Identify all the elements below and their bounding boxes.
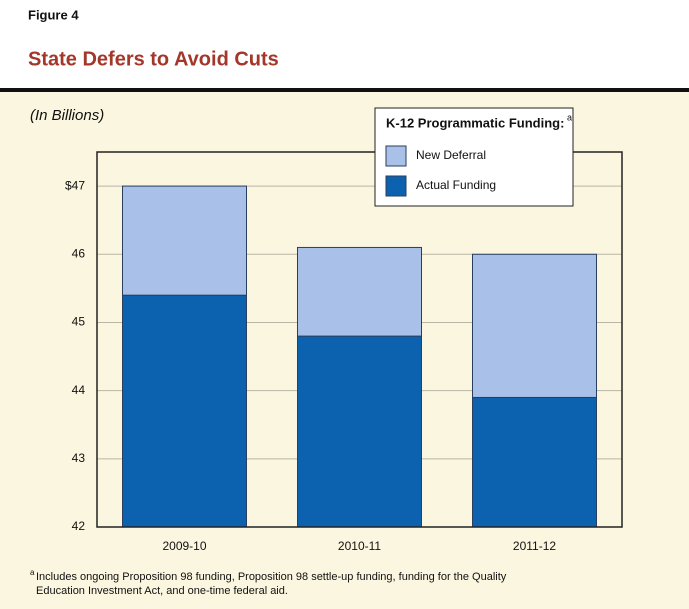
bar-segment (297, 246, 422, 337)
bar-segment (472, 396, 597, 528)
bar-segment (472, 253, 597, 398)
x-tick-label: 2010-11 (338, 539, 381, 553)
title-rule (0, 88, 689, 92)
y-tick-label: $47 (65, 178, 85, 192)
y-axis-label: (In Billions) (30, 107, 104, 124)
bar-segment (122, 185, 247, 296)
legend-swatch (385, 145, 407, 167)
legend-label: Actual Funding (416, 178, 496, 192)
footnote: Includes ongoing Proposition 98 funding,… (36, 571, 507, 597)
footnote-container: Includes ongoing Proposition 98 funding,… (36, 571, 507, 597)
bar-segment (122, 294, 247, 528)
legend: K-12 Programmatic Funding: a New Deferra… (374, 107, 574, 207)
legend-footnote-marker: a (567, 112, 572, 122)
chart-title: State Defers to Avoid Cuts (28, 48, 279, 70)
y-tick-label: 45 (72, 315, 86, 329)
legend-title: K-12 Programmatic Funding: (386, 115, 564, 130)
legend-swatch (385, 175, 407, 197)
y-tick-label: 46 (72, 246, 86, 260)
footnote-marker: a (30, 568, 35, 577)
y-tick-label: 44 (72, 383, 86, 397)
x-tick-label: 2011-12 (513, 539, 556, 553)
bar-segment (297, 335, 422, 528)
plot-frame (96, 151, 623, 528)
x-tick-label: 2009-10 (162, 539, 206, 553)
legend-label: New Deferral (416, 148, 486, 162)
figure-label: Figure 4 (28, 7, 79, 22)
legend-box (374, 107, 574, 207)
plot: 42 43 44 45 46 $47 2009-10 2010-11 2011-12 (65, 151, 623, 553)
y-tick-label: 42 (72, 519, 86, 533)
y-tick-label: 43 (72, 451, 86, 465)
